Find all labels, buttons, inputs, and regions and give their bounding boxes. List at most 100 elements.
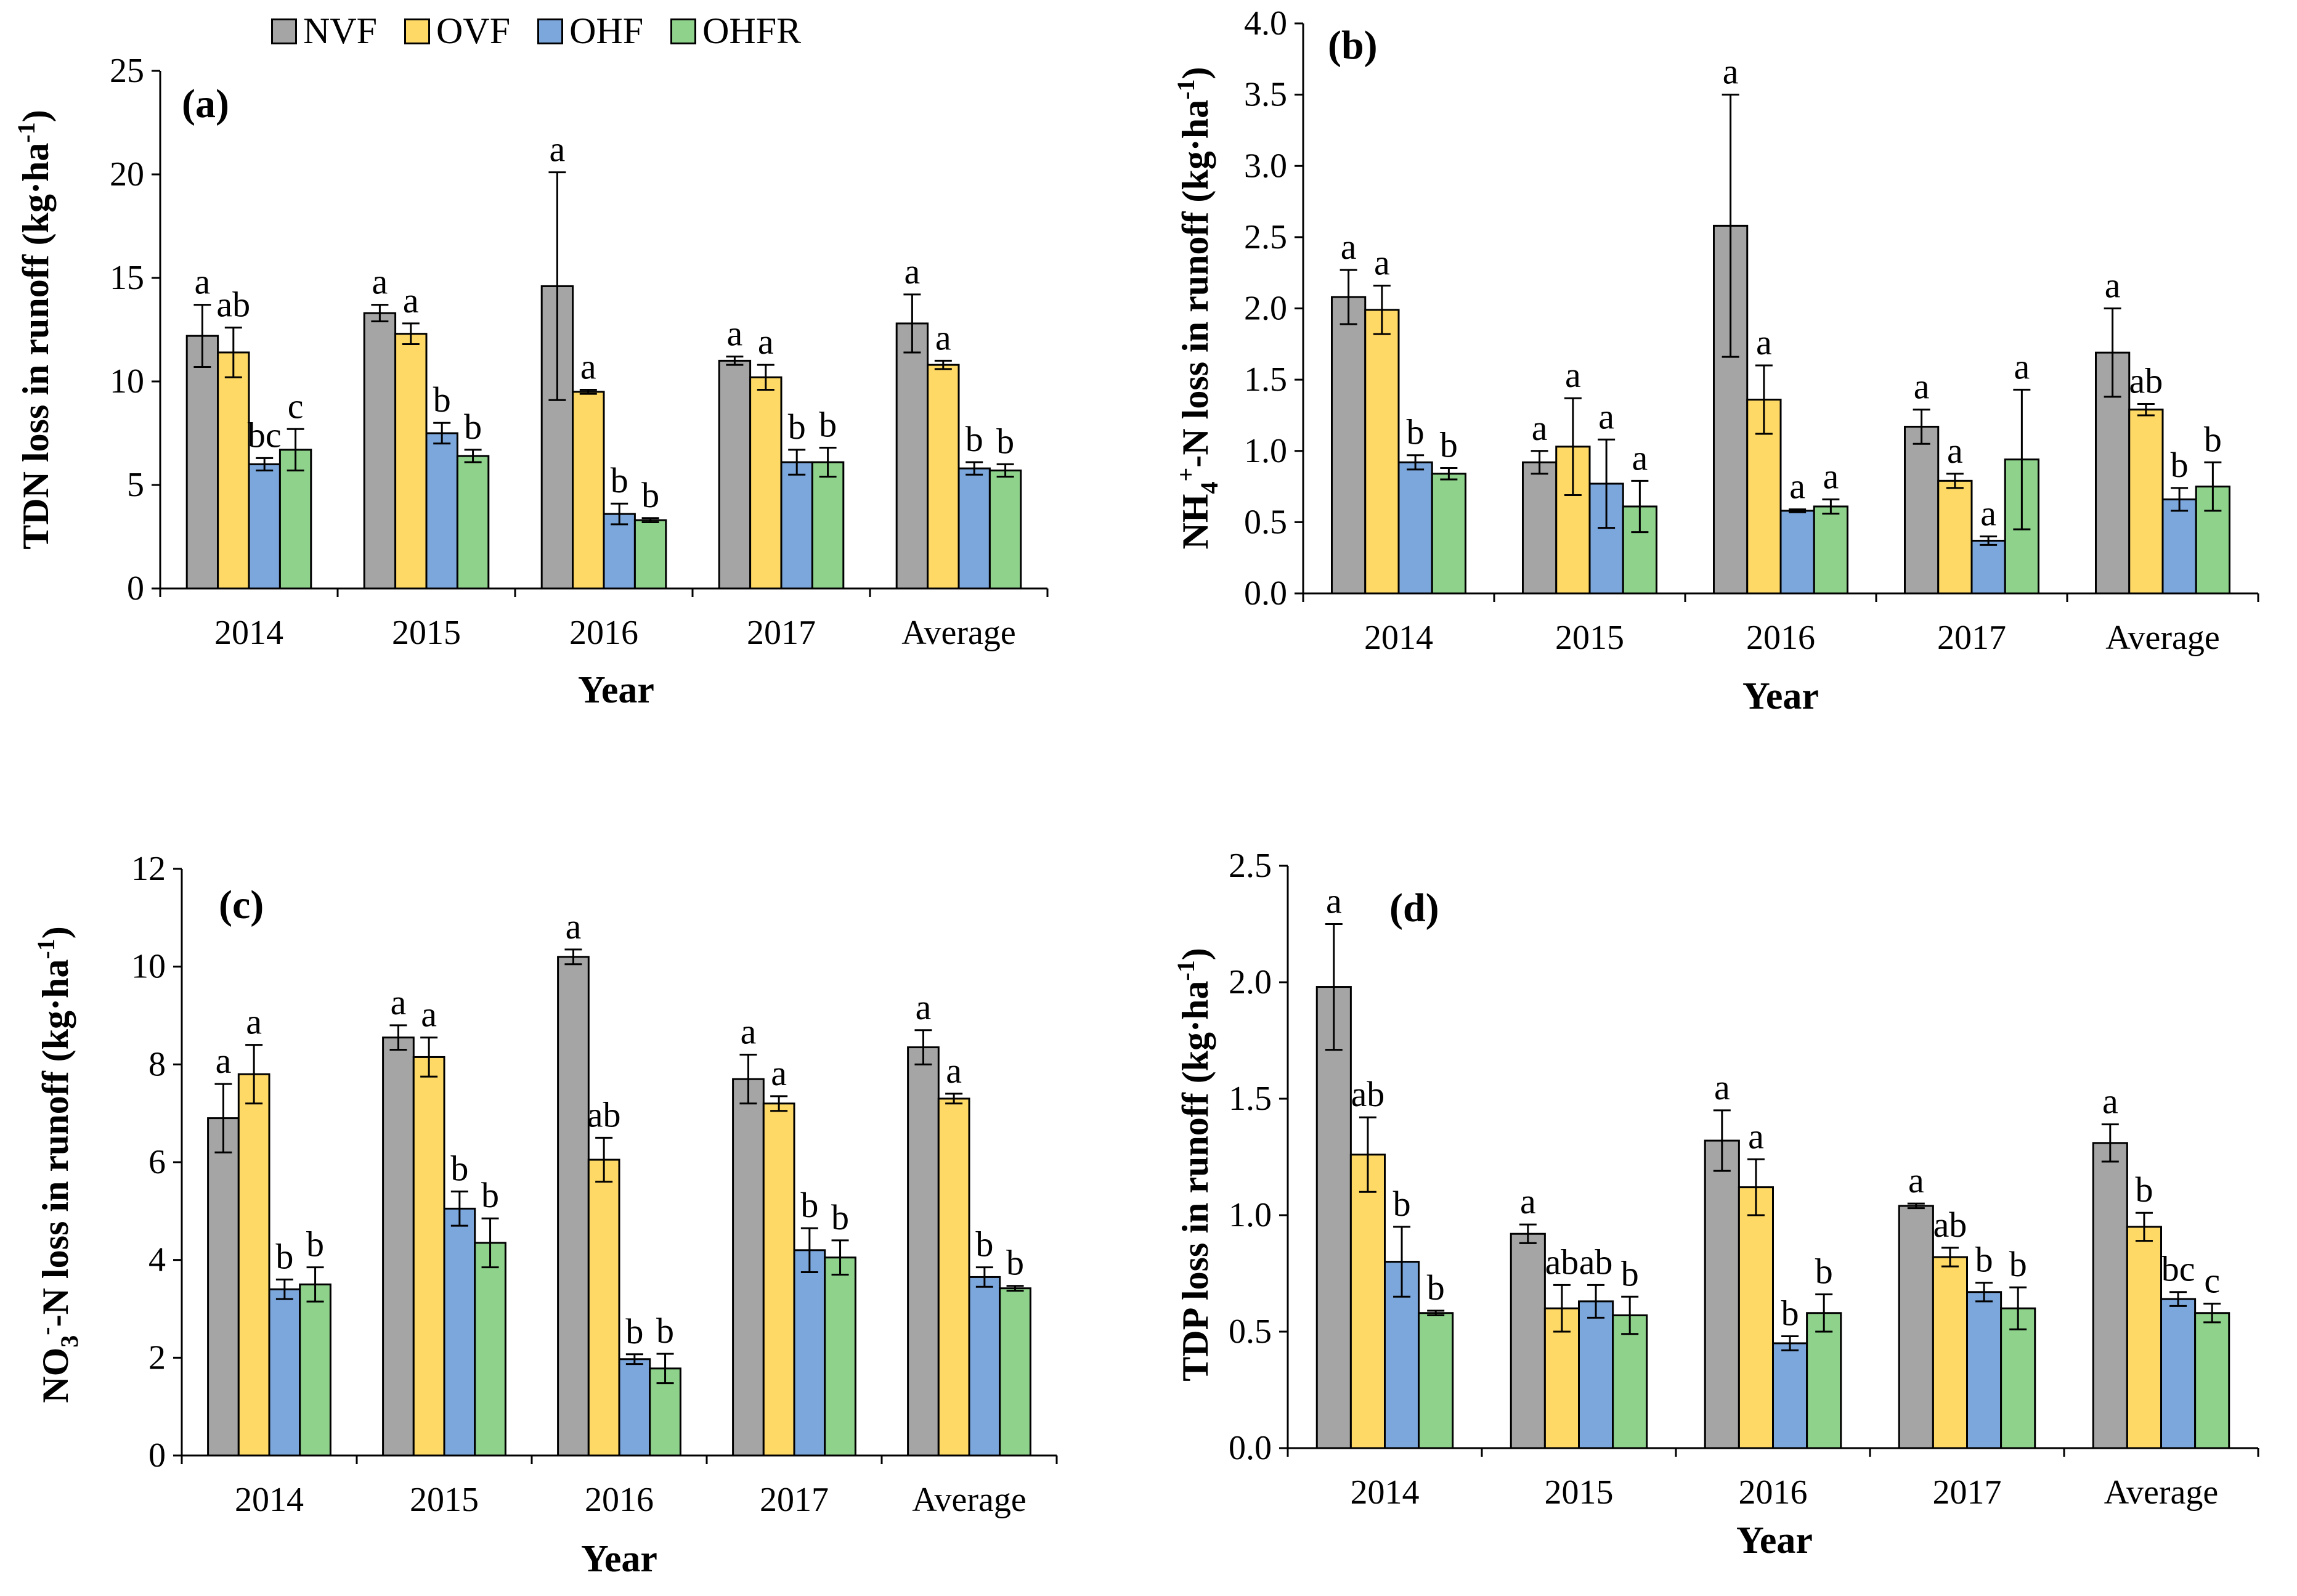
significance-letter: b (1006, 1243, 1024, 1283)
bar-nvf (2092, 1142, 2128, 1449)
legend-label-ohf: OHF (569, 10, 644, 51)
significance-letter: ab (1579, 1242, 1613, 1282)
significance-letter: a (1565, 355, 1581, 395)
bar-nvf (907, 1046, 940, 1457)
bar-ovf (587, 1158, 620, 1457)
y-tick-label: 4 (148, 1241, 166, 1279)
bar-ohf (248, 463, 281, 590)
significance-letter: b (800, 1185, 818, 1225)
legend-item-ohfr: OHFR (670, 10, 801, 52)
significance-letter: b (996, 421, 1014, 461)
significance-letter: b (611, 460, 628, 500)
x-tick-label: 2015 (1555, 619, 1624, 657)
y-tick-label: 3.0 (1244, 147, 1287, 185)
x-tick-label: 2015 (1545, 1473, 1614, 1512)
significance-letter: b (2135, 1170, 2153, 1210)
significance-letter: a (1326, 881, 1342, 921)
y-axis-title-part: 4 (1195, 481, 1223, 494)
bar-ovf (1738, 1186, 1774, 1449)
x-tick-label: 2017 (760, 1481, 829, 1519)
bar-ohfr (988, 469, 1022, 590)
bar-ohf (425, 432, 458, 590)
significance-letter: a (1520, 1181, 1536, 1221)
bar-ovf (1364, 309, 1400, 595)
bar-ovf (762, 1102, 795, 1457)
significance-letter: b (656, 1311, 674, 1351)
x-tick-label: 2016 (1739, 1473, 1808, 1512)
significance-letter: ab (2129, 360, 2163, 401)
bar-ohfr (999, 1287, 1031, 1457)
bar-nvf (732, 1078, 765, 1457)
bar-ovf (1555, 446, 1591, 595)
bar-ovf (927, 364, 960, 590)
significance-letter: bc (2161, 1249, 2195, 1289)
bar-ohfr (1813, 505, 1848, 595)
panel-label: (a) (182, 81, 229, 126)
x-tick-label: Average (901, 614, 1016, 652)
y-tick-label: 6 (148, 1143, 166, 1181)
x-tick-label: 2015 (392, 614, 461, 652)
significance-letter: a (905, 251, 921, 291)
bar-ohfr (2000, 1307, 2036, 1449)
significance-letter: a (566, 906, 582, 947)
significance-letter: ab (216, 285, 250, 325)
x-axis-title: Year (1742, 675, 1819, 717)
significance-letter: b (641, 475, 659, 515)
significance-letter: c (2204, 1261, 2220, 1301)
chart-panel-d: 0.0 0.5 1.0 1.5 2.0 2.5 2014 2015 2016 2017 Averag… (1172, 847, 2259, 1561)
y-axis-title-part: -1 (1172, 79, 1200, 100)
x-tick-label: 2014 (1364, 619, 1433, 657)
bar-nvf (1904, 425, 1940, 595)
significance-letter: a (1632, 438, 1648, 478)
significance-letter: a (2105, 266, 2121, 306)
y-tick-label: 20 (110, 155, 144, 193)
y-axis-title-part: NO (35, 1348, 76, 1403)
bar-ovf (237, 1073, 270, 1457)
y-axis-title-part: ) (35, 926, 76, 938)
significance-letter: a (246, 1002, 262, 1042)
bar-ohfr (299, 1283, 331, 1457)
legend: NVF OVF OHF OHFR (271, 10, 801, 52)
y-tick-label: 1.5 (1244, 360, 1287, 399)
bar-nvf (185, 335, 219, 590)
bar-ovf (2126, 1226, 2162, 1449)
x-tick-label: Average (912, 1481, 1027, 1519)
panel-label: (d) (1389, 886, 1439, 930)
y-tick-label: 0.5 (1244, 503, 1287, 541)
x-tick-label: 2017 (747, 614, 816, 652)
bar-nvf (1704, 1139, 1740, 1449)
significance-letter: b (966, 419, 983, 459)
significance-letter: a (916, 987, 932, 1027)
legend-label-ohfr: OHFR (702, 10, 802, 51)
y-axis-title: NO3--N loss in runoff (kg·ha-1) (32, 926, 83, 1403)
bar-nvf (1331, 296, 1367, 595)
bar-ohf (793, 1249, 826, 1457)
bar-ohfr (474, 1242, 506, 1457)
significance-letter: b (788, 407, 806, 447)
y-axis-title-part: ) (1175, 948, 1216, 960)
y-axis-title: TDP loss in runoff (kg·ha-1) (1172, 948, 1216, 1381)
significance-letter: b (464, 407, 482, 447)
bar-ohf (1397, 461, 1433, 595)
bar-nvf (1522, 461, 1558, 595)
bar-ohfr (456, 455, 490, 590)
legend-swatch-ohfr (670, 18, 697, 44)
bar-ovf (572, 391, 605, 590)
significance-letter: b (831, 1197, 849, 1237)
y-axis-title-part: NH (1175, 494, 1216, 549)
bar-ovf (394, 333, 428, 590)
y-tick-label: 0.0 (1229, 1429, 1272, 1467)
legend-item-nvf: NVF (271, 10, 377, 52)
significance-letter: b (819, 405, 837, 445)
y-tick-label: 0.5 (1229, 1313, 1272, 1351)
bar-ohf (957, 467, 991, 590)
significance-letter: b (975, 1224, 993, 1264)
y-axis-title: NH4+-N loss in runoff (kg·ha-1) (1172, 67, 1223, 550)
significance-letter: ab (587, 1094, 621, 1134)
significance-letter: b (625, 1311, 643, 1351)
y-tick-label: 0 (127, 569, 144, 608)
significance-letter: b (275, 1236, 293, 1276)
